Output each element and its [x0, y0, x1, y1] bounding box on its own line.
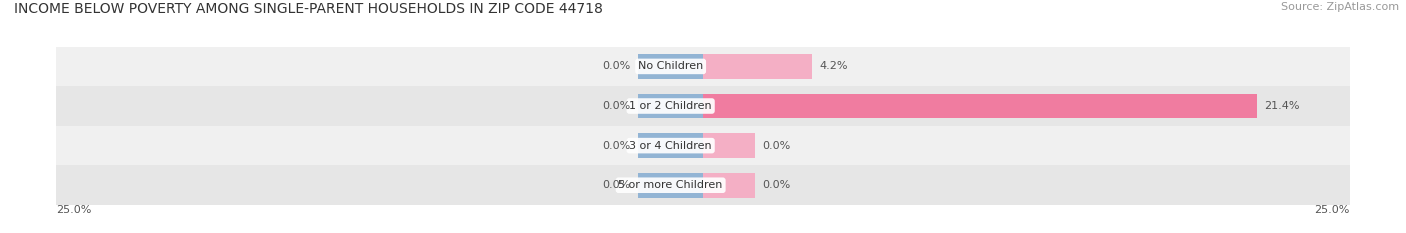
Bar	[56, 47, 1350, 86]
Bar	[703, 173, 755, 198]
Bar	[638, 173, 703, 198]
Text: 5 or more Children: 5 or more Children	[619, 180, 723, 190]
Text: INCOME BELOW POVERTY AMONG SINGLE-PARENT HOUSEHOLDS IN ZIP CODE 44718: INCOME BELOW POVERTY AMONG SINGLE-PARENT…	[14, 2, 603, 16]
Text: 0.0%: 0.0%	[602, 62, 630, 71]
Text: 1 or 2 Children: 1 or 2 Children	[630, 101, 711, 111]
Bar	[703, 54, 811, 79]
Bar	[703, 133, 755, 158]
Bar	[56, 126, 1350, 165]
Text: 0.0%: 0.0%	[602, 141, 630, 151]
Text: 3 or 4 Children: 3 or 4 Children	[630, 141, 711, 151]
Text: 0.0%: 0.0%	[762, 141, 790, 151]
Bar	[638, 94, 703, 118]
Bar	[638, 54, 703, 79]
Bar	[56, 165, 1350, 205]
Bar	[703, 94, 1257, 118]
Text: 21.4%: 21.4%	[1264, 101, 1301, 111]
Text: No Children: No Children	[638, 62, 703, 71]
Text: 4.2%: 4.2%	[820, 62, 848, 71]
Text: Source: ZipAtlas.com: Source: ZipAtlas.com	[1281, 2, 1399, 12]
Bar	[56, 86, 1350, 126]
Text: 0.0%: 0.0%	[602, 180, 630, 190]
Text: 25.0%: 25.0%	[56, 205, 91, 215]
Text: 25.0%: 25.0%	[1315, 205, 1350, 215]
Text: 0.0%: 0.0%	[762, 180, 790, 190]
Text: 0.0%: 0.0%	[602, 101, 630, 111]
Bar	[638, 133, 703, 158]
